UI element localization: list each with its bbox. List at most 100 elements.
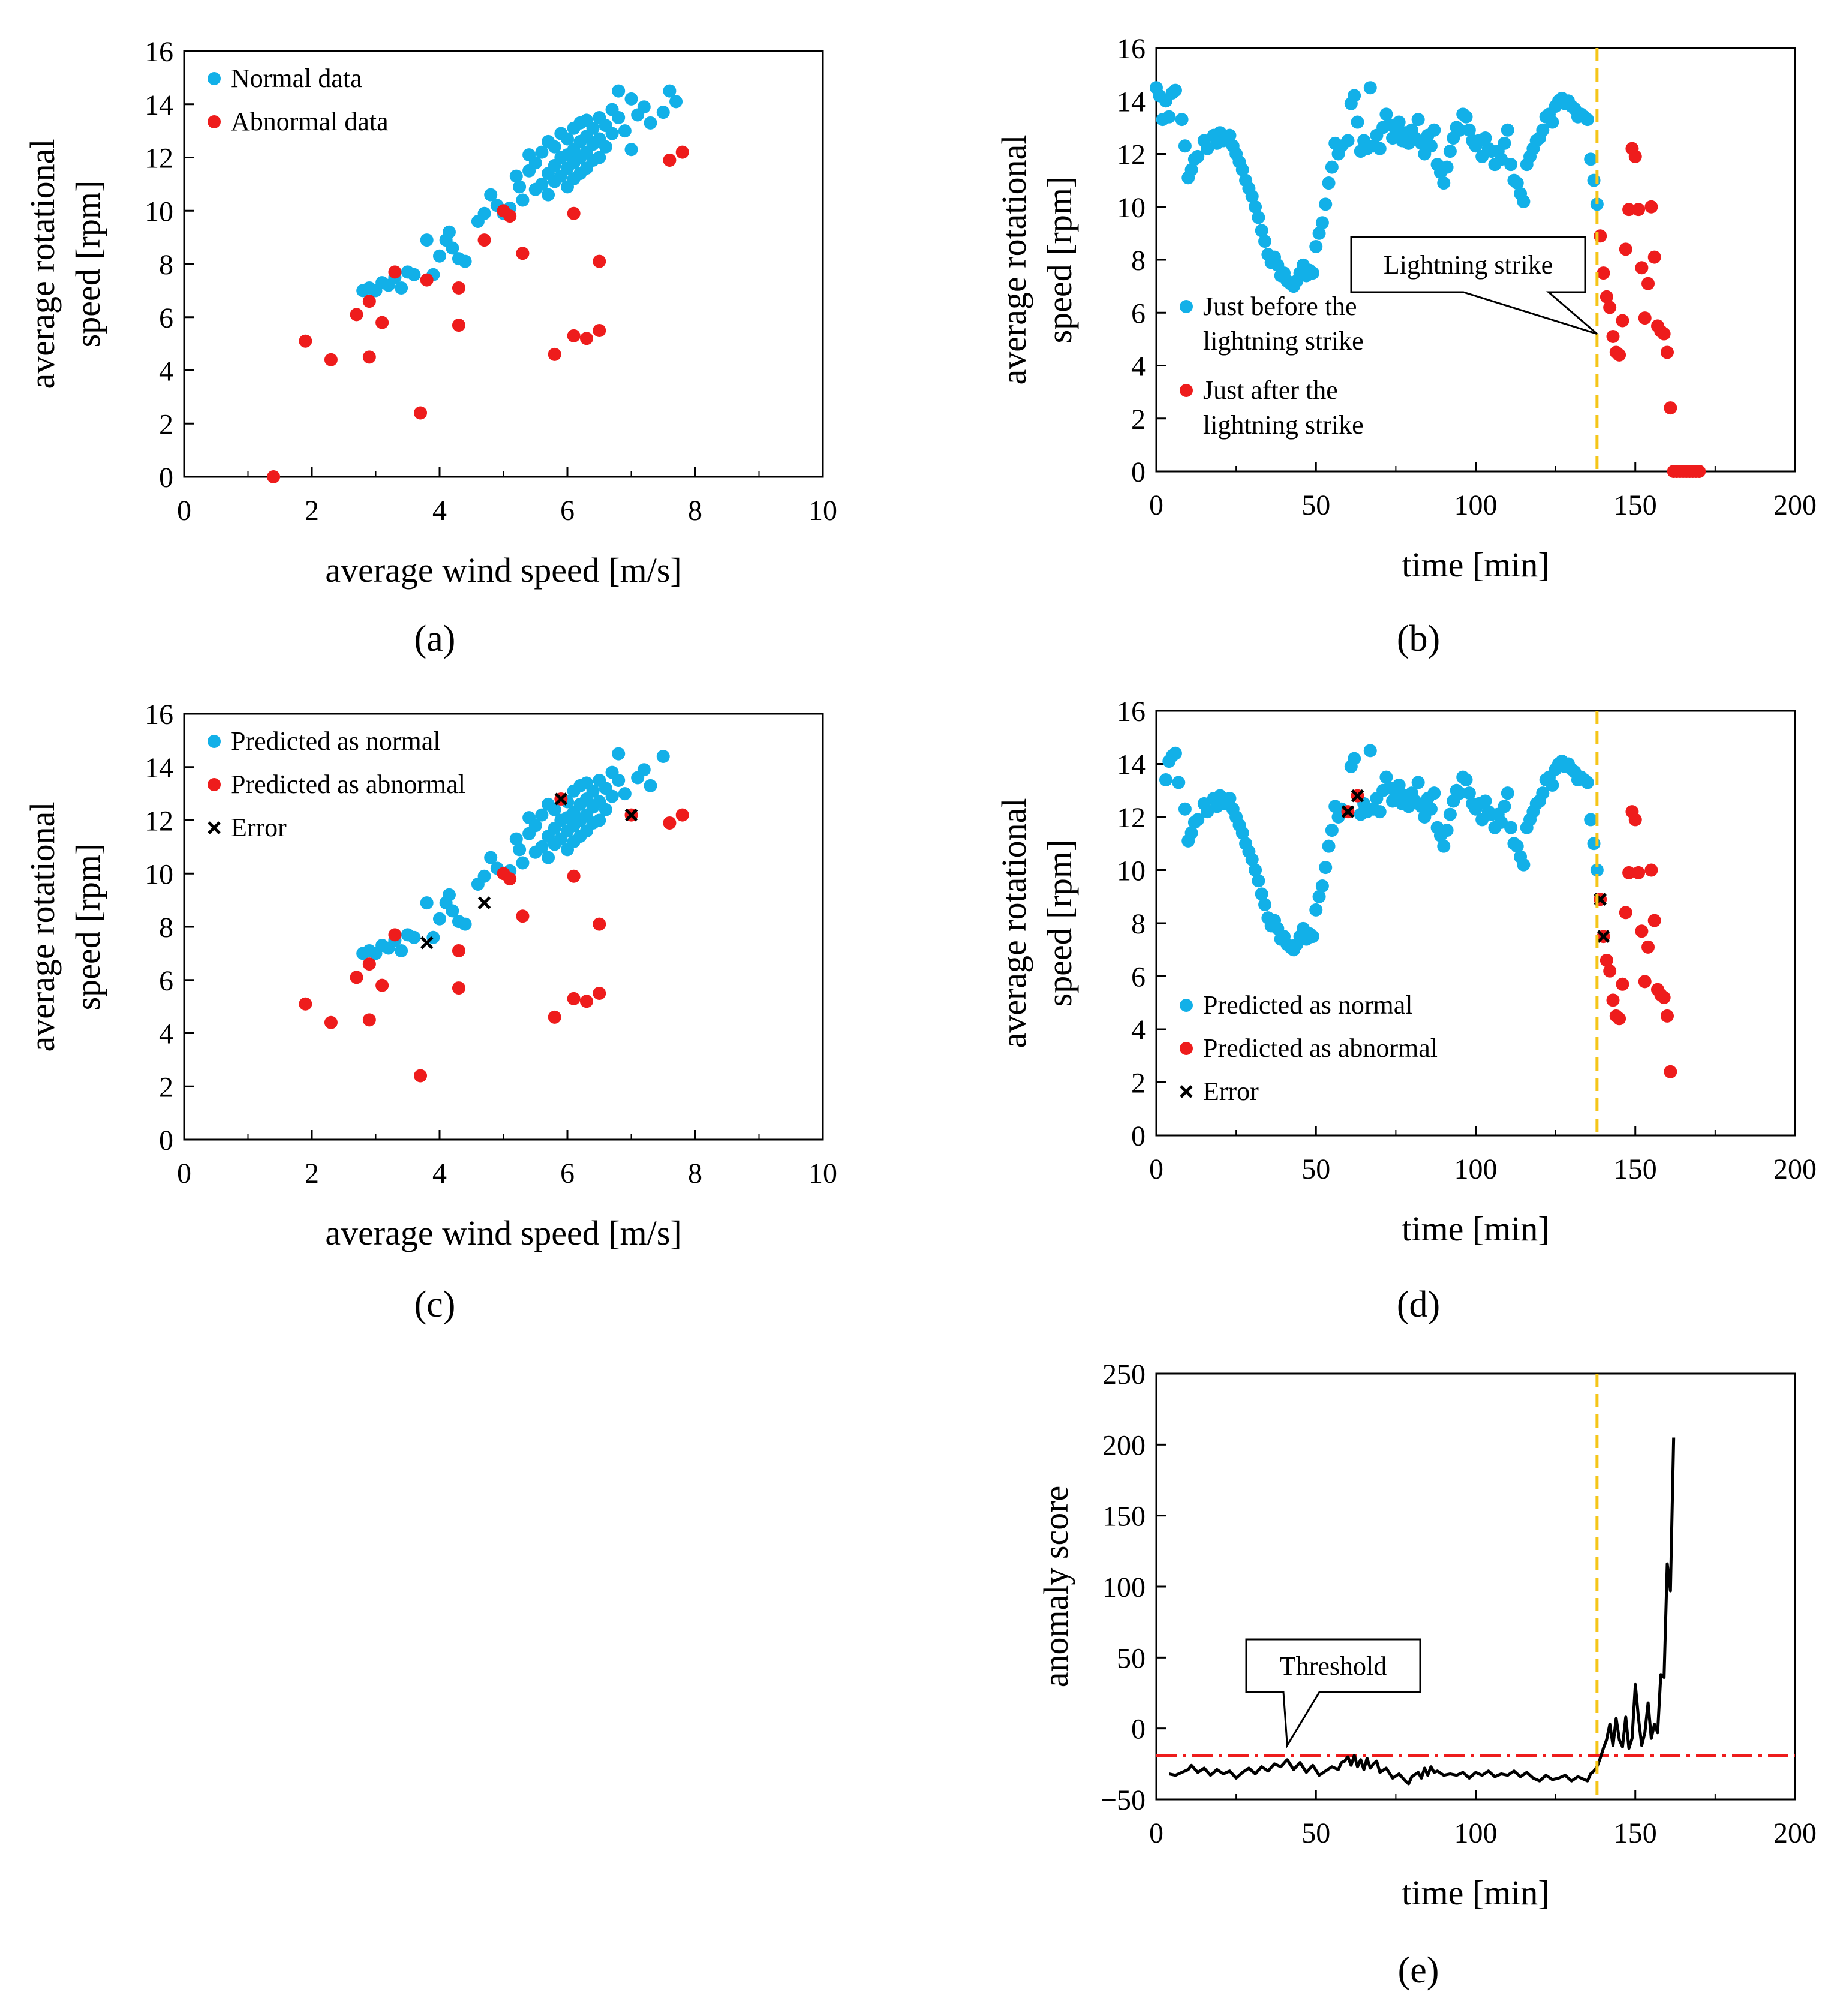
data-point [433, 912, 446, 926]
legend-label: Abnormal data [231, 107, 389, 136]
error-mark-0 [420, 936, 434, 950]
data-point [420, 273, 434, 287]
data-point [528, 156, 542, 170]
data-point [567, 992, 581, 1005]
data-point [516, 909, 530, 923]
y-tick-label: 10 [1117, 855, 1146, 887]
data-point [586, 784, 600, 798]
y-tick-label: 14 [145, 89, 173, 121]
data-point [1647, 914, 1661, 927]
data-point [362, 350, 376, 364]
x-tick-label: 0 [1149, 1153, 1163, 1185]
data-point [1319, 861, 1333, 875]
x-axis-label: time [min] [1402, 1209, 1549, 1248]
legend-marker [208, 72, 221, 85]
data-point [1478, 131, 1492, 145]
legend-label: Predicted as abnormal [1203, 1033, 1438, 1063]
data-point [1411, 776, 1425, 789]
data-point [1603, 964, 1617, 978]
data-point [1309, 239, 1323, 253]
x-tick-label: 0 [177, 495, 191, 527]
data-point [1373, 142, 1387, 155]
data-point [1606, 329, 1620, 343]
data-point [503, 872, 517, 886]
data-point [513, 180, 527, 194]
error-mark-3 [1597, 930, 1610, 943]
data-point [1517, 194, 1531, 208]
data-point [1178, 139, 1192, 153]
data-point [561, 132, 574, 146]
data-point [1590, 863, 1604, 877]
data-point [1312, 226, 1326, 240]
data-point [599, 803, 612, 816]
data-point [458, 254, 472, 268]
data-point [1245, 190, 1259, 203]
data-point [420, 896, 434, 910]
data-point [395, 281, 408, 295]
data-point [1322, 176, 1336, 190]
y-tick-label: 4 [1131, 351, 1146, 383]
data-point [1638, 975, 1652, 989]
x-tick-label: 6 [560, 495, 575, 527]
data-point [1632, 203, 1646, 217]
x-tick-label: 150 [1614, 1817, 1657, 1849]
data-point [299, 334, 312, 348]
x-tick-label: 2 [305, 1158, 319, 1189]
x-tick-label: 100 [1454, 1817, 1498, 1849]
legend-marker [208, 778, 221, 791]
x-axis-label: time [min] [1402, 545, 1549, 584]
data-point [567, 206, 581, 220]
panel-c: 0 2 4 6 8 10 0 2 4 6 8 10 12 14 16 average wind speed [… [23, 699, 837, 1325]
data-point [1459, 110, 1473, 124]
data-point [1172, 776, 1186, 789]
y-tick-label: 50 [1117, 1642, 1146, 1674]
data-point [1319, 197, 1333, 211]
data-point [1613, 348, 1626, 362]
x-tick-label: 8 [688, 495, 702, 527]
data-point [548, 1010, 561, 1024]
data-point [1235, 163, 1249, 176]
y-axis-label: average rotational [23, 139, 62, 389]
y-tick-label: −50 [1101, 1784, 1146, 1816]
legend-label: Error [1203, 1077, 1259, 1106]
y-tick-label: 8 [159, 912, 173, 944]
callout-box [1350, 236, 1598, 335]
y-axis-label: average rotational [994, 134, 1033, 384]
legend: Predicted as normal Predicted as abnormal… [1180, 990, 1438, 1106]
data-point [503, 209, 517, 223]
y-tick-label: 4 [1131, 1014, 1146, 1046]
data-point [433, 249, 446, 263]
data-point [586, 121, 600, 135]
data-point [1628, 149, 1642, 163]
data-point [1616, 977, 1629, 991]
y-tick-label: 10 [1117, 192, 1146, 224]
data-point [1184, 826, 1198, 840]
data-point [1616, 314, 1629, 328]
data-point [350, 308, 363, 322]
y-tick-label: 250 [1102, 1359, 1146, 1390]
y-tick-label: 0 [1131, 1714, 1146, 1745]
data-point [1619, 242, 1632, 256]
data-point [675, 145, 689, 159]
data-point [1178, 802, 1192, 816]
x-tick-label: 50 [1301, 1153, 1330, 1185]
data-point [452, 981, 465, 995]
data-point [484, 851, 498, 864]
legend-error-mark-2 [208, 821, 221, 834]
series-abnormal-data [267, 145, 689, 483]
data-point [509, 832, 523, 846]
series-just-before-the-lightning-strike [1150, 81, 1604, 293]
data-point [1168, 83, 1182, 97]
panel-label: (c) [414, 1284, 456, 1325]
data-point [535, 177, 549, 191]
y-axis-label: speed [rpm] [68, 843, 107, 1011]
data-point [1424, 802, 1438, 816]
y-tick-label: 16 [1117, 33, 1146, 65]
data-point [1427, 786, 1441, 800]
data-point [593, 813, 606, 827]
data-point [1437, 839, 1451, 853]
x-tick-label: 200 [1773, 489, 1817, 521]
legend-marker [208, 735, 221, 748]
y-tick-label: 0 [1131, 456, 1146, 488]
data-point [579, 995, 593, 1008]
